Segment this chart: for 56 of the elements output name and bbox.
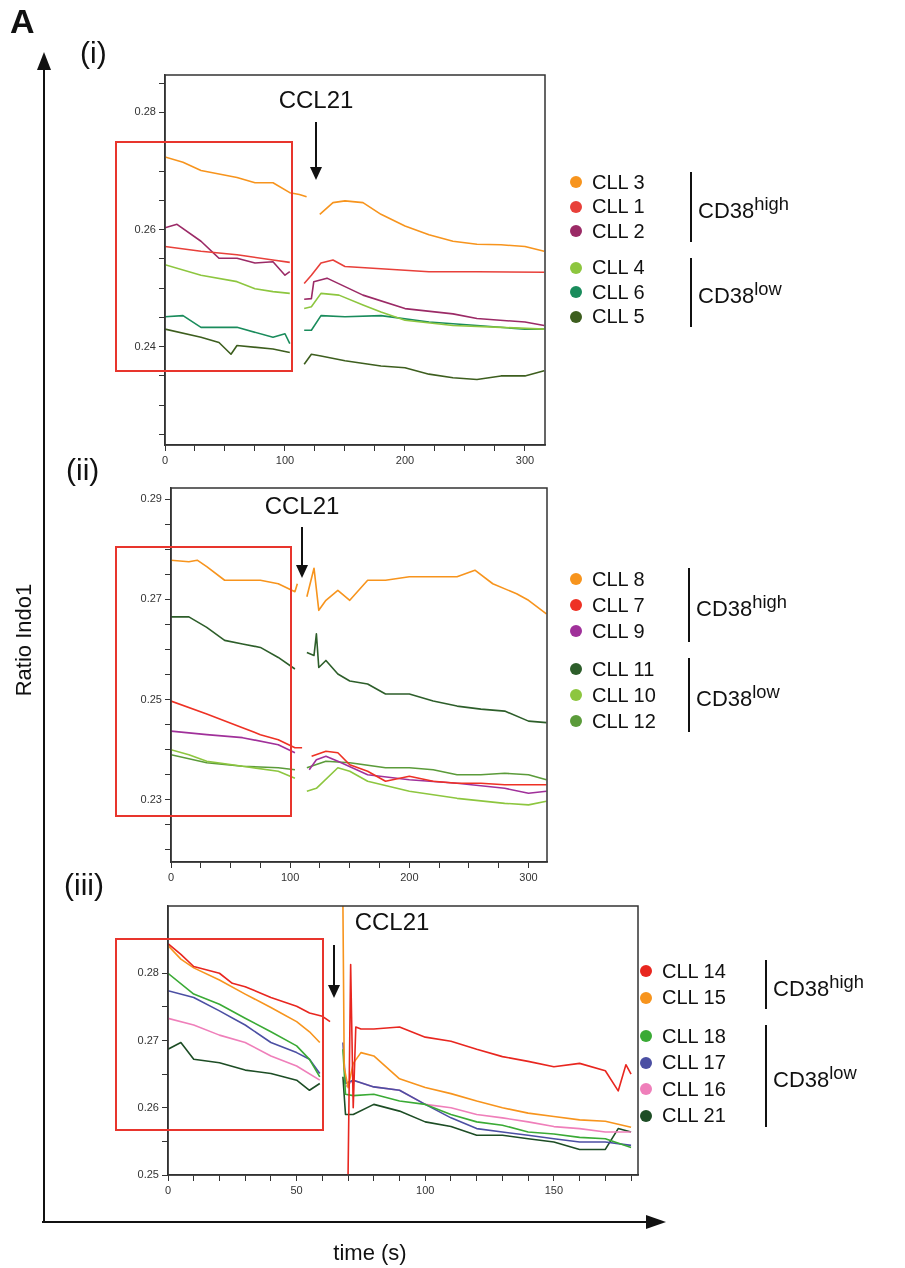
y-tick-label: 0.28 <box>137 966 159 979</box>
y-tick-label: 0.27 <box>137 1033 159 1046</box>
legend-label: CLL 10 <box>592 683 656 707</box>
text: CD38$^{high}$ <box>696 591 787 623</box>
text: CD38$^{high}$ <box>698 192 789 225</box>
legend-label: CLL 3 <box>592 170 645 194</box>
y-tick-label: 0.24 <box>134 339 156 352</box>
legend-label: CLL 16 <box>662 1077 726 1101</box>
legend-label: CLL 15 <box>662 986 726 1010</box>
y-axis-title: Ratio Indo1 <box>11 583 37 697</box>
legend-label: CLL 5 <box>592 305 645 329</box>
y-tick-label: 0.29 <box>140 492 162 505</box>
legend-label: CLL 14 <box>662 959 726 983</box>
x-tick-label: 100 <box>281 870 300 883</box>
x-tick-label: 0 <box>161 453 169 466</box>
x-tick-label: 300 <box>519 870 538 883</box>
x-tick-label: 200 <box>395 453 415 466</box>
annotation: CCL21 <box>278 86 354 113</box>
legend-label: CLL 21 <box>662 1104 726 1128</box>
chart-title: (ii) <box>66 453 100 486</box>
x-axis-title: time (s) <box>333 1240 407 1266</box>
y-tick-label: 0.25 <box>137 1168 159 1181</box>
x-tick-label: 50 <box>290 1183 303 1196</box>
legend-label: CLL 1 <box>592 195 645 219</box>
text: CD38$^{low}$ <box>773 1062 857 1094</box>
legend-label: CLL 4 <box>592 256 645 280</box>
y-tick-label: 0.27 <box>140 592 162 605</box>
x-tick-label: 300 <box>515 453 535 466</box>
legend-label: CLL 8 <box>592 567 645 591</box>
x-tick-label: 0 <box>164 1183 172 1196</box>
x-tick-label: 100 <box>275 453 295 466</box>
legend-label: CLL 18 <box>662 1024 726 1048</box>
text: CD38$^{low}$ <box>698 278 782 310</box>
y-tick-label: 0.26 <box>134 222 156 235</box>
chart-subtitle: A <box>10 2 35 40</box>
y-tick-label: 0.28 <box>134 105 156 118</box>
legend-label: CLL 6 <box>592 280 645 304</box>
legend-label: CLL 2 <box>592 219 645 243</box>
legend-label: CLL 9 <box>592 619 645 643</box>
x-tick-label: 100 <box>416 1183 435 1196</box>
legend-label: CLL 7 <box>592 593 645 617</box>
y-tick-label: 0.26 <box>137 1100 159 1113</box>
y-tick-label: 0.25 <box>140 692 162 705</box>
annotation: CCL21 <box>354 908 430 935</box>
legend-label: CLL 12 <box>592 709 656 733</box>
x-tick-label: 0 <box>167 870 175 883</box>
chart-title: (i) <box>80 36 107 69</box>
chart-title: (iii) <box>64 868 104 901</box>
legend-label: CLL 11 <box>592 657 655 681</box>
text: CD38$^{high}$ <box>773 970 864 1002</box>
y-tick-label: 0.23 <box>140 792 162 805</box>
text: CD38$^{low}$ <box>696 681 780 713</box>
annotation: CCL21 <box>264 492 340 519</box>
x-tick-label: 200 <box>400 870 419 883</box>
legend-label: CLL 17 <box>662 1051 726 1075</box>
x-tick-label: 150 <box>544 1183 564 1196</box>
